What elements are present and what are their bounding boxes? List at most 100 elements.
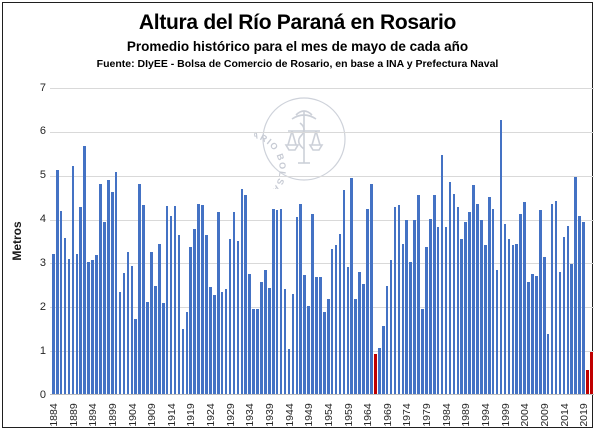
gridline-6m bbox=[50, 131, 594, 133]
bar-1932 bbox=[240, 189, 244, 394]
bar-1926 bbox=[216, 212, 220, 394]
bar-1917 bbox=[181, 329, 185, 394]
x-axis-line bbox=[50, 394, 594, 395]
bar-1947 bbox=[299, 203, 303, 394]
bar-1992 bbox=[476, 203, 479, 394]
x-tick-2009: 2009 bbox=[538, 403, 551, 427]
bar-1905 bbox=[134, 319, 138, 394]
bar-1890 bbox=[75, 253, 79, 394]
bar-2005 bbox=[527, 282, 530, 394]
x-tick-1924: 1924 bbox=[205, 403, 218, 427]
bar-1960 bbox=[350, 178, 354, 394]
bar-1918 bbox=[185, 312, 189, 394]
bar-1893 bbox=[87, 261, 90, 394]
bar-1976 bbox=[413, 220, 416, 394]
bar-1934 bbox=[248, 273, 251, 394]
bar-1948 bbox=[303, 275, 306, 394]
bar-2000 bbox=[507, 238, 511, 394]
bar-1925 bbox=[213, 295, 216, 394]
x-tick-1884: 1884 bbox=[47, 403, 60, 427]
bar-1916 bbox=[177, 235, 181, 394]
bar-1888 bbox=[67, 258, 71, 394]
bar-1969 bbox=[385, 286, 389, 394]
bar-1966 bbox=[374, 353, 377, 394]
bar-1941 bbox=[275, 210, 279, 394]
bar-1967 bbox=[377, 348, 381, 394]
x-tick-1934: 1934 bbox=[244, 403, 257, 427]
bar-1964 bbox=[366, 208, 369, 394]
bar-1963 bbox=[362, 283, 365, 394]
gridline-3m bbox=[50, 263, 594, 265]
bar-1986 bbox=[452, 193, 456, 394]
bar-2006 bbox=[531, 273, 534, 394]
bar-1987 bbox=[456, 207, 460, 394]
bar-1895 bbox=[95, 255, 98, 394]
bar-1978 bbox=[421, 308, 424, 394]
bar-1957 bbox=[338, 233, 342, 394]
bar-2004 bbox=[523, 201, 526, 394]
bar-1962 bbox=[358, 272, 361, 394]
bar-1894 bbox=[91, 260, 94, 394]
y-axis-title: Metros bbox=[10, 221, 24, 261]
x-tick-1979: 1979 bbox=[421, 403, 434, 427]
bar-2003 bbox=[519, 213, 522, 394]
y-tick-2: 2 bbox=[39, 300, 46, 313]
bar-1897 bbox=[103, 222, 106, 394]
bar-1910 bbox=[154, 285, 157, 394]
x-tick-2014: 2014 bbox=[558, 403, 571, 427]
x-tick-1949: 1949 bbox=[303, 403, 316, 427]
bar-1884 bbox=[52, 253, 55, 394]
bar-1914 bbox=[169, 215, 173, 394]
x-tick-1929: 1929 bbox=[224, 403, 237, 427]
bar-1951 bbox=[315, 276, 318, 394]
bar-1909 bbox=[150, 251, 153, 394]
gridline-1m bbox=[50, 351, 594, 353]
bar-2015 bbox=[566, 225, 570, 394]
bar-2021 bbox=[590, 351, 593, 394]
bar-1924 bbox=[209, 287, 212, 394]
bar-2008 bbox=[539, 210, 542, 394]
bar-1938 bbox=[264, 270, 267, 394]
bar-1908 bbox=[146, 301, 149, 394]
x-tick-1959: 1959 bbox=[342, 403, 355, 427]
bar-1889 bbox=[71, 165, 75, 394]
bar-1913 bbox=[165, 205, 169, 394]
bar-1971 bbox=[393, 206, 397, 394]
y-tick-4: 4 bbox=[39, 213, 46, 226]
bar-1901 bbox=[118, 291, 122, 394]
bar-1974 bbox=[405, 220, 409, 394]
chart-subtitle: Promedio histórico para el mes de mayo d… bbox=[126, 39, 469, 54]
bar-1961 bbox=[354, 298, 357, 394]
x-tick-1914: 1914 bbox=[165, 403, 178, 427]
y-tick-7: 7 bbox=[39, 81, 46, 94]
bar-1900 bbox=[114, 171, 118, 394]
bar-1939 bbox=[268, 287, 271, 394]
bar-1930 bbox=[232, 212, 236, 394]
x-tick-2004: 2004 bbox=[519, 403, 532, 427]
bar-2014 bbox=[562, 237, 566, 394]
bar-1998 bbox=[499, 120, 503, 394]
bar-1928 bbox=[224, 288, 228, 394]
bar-1946 bbox=[295, 217, 299, 394]
bar-1912 bbox=[161, 303, 165, 394]
x-tick-1989: 1989 bbox=[460, 403, 473, 427]
bar-1944 bbox=[287, 348, 291, 394]
bar-1937 bbox=[260, 282, 263, 394]
bar-1933 bbox=[244, 194, 248, 394]
bar-1892 bbox=[83, 146, 86, 394]
bar-1989 bbox=[464, 222, 467, 394]
bar-1999 bbox=[503, 223, 507, 394]
bar-1970 bbox=[389, 260, 393, 394]
x-tick-1964: 1964 bbox=[362, 403, 375, 427]
bar-1903 bbox=[126, 251, 130, 394]
bar-2011 bbox=[550, 203, 554, 394]
gridline-2m bbox=[50, 307, 594, 309]
x-tick-1909: 1909 bbox=[146, 403, 159, 427]
bar-1896 bbox=[99, 183, 102, 394]
bar-1973 bbox=[401, 244, 405, 394]
bar-1891 bbox=[79, 206, 83, 394]
bar-1956 bbox=[334, 245, 338, 394]
bar-1980 bbox=[429, 218, 432, 394]
bar-1982 bbox=[436, 226, 440, 394]
